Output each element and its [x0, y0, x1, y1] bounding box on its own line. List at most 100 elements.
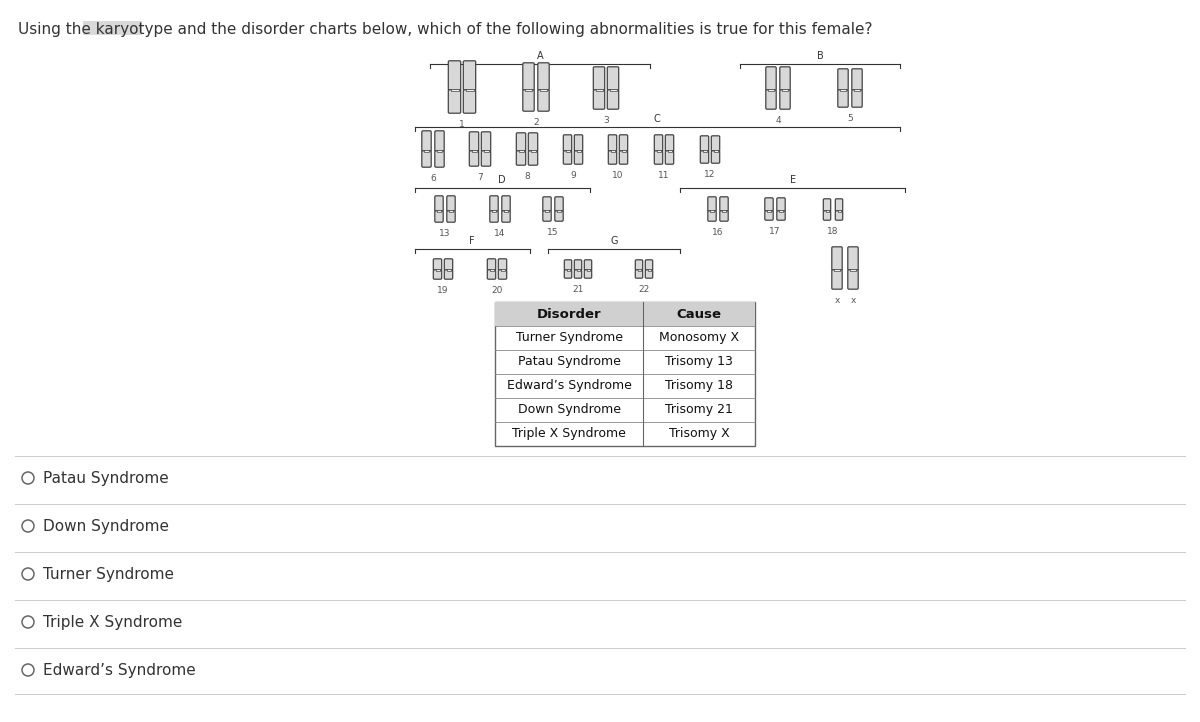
FancyBboxPatch shape: [847, 247, 858, 270]
FancyBboxPatch shape: [564, 270, 571, 278]
Bar: [768, 89, 774, 91]
Text: 3: 3: [604, 116, 608, 125]
Text: 16: 16: [713, 228, 724, 237]
Bar: [610, 89, 617, 91]
FancyBboxPatch shape: [607, 67, 619, 90]
FancyBboxPatch shape: [575, 151, 583, 164]
FancyBboxPatch shape: [542, 211, 551, 221]
FancyBboxPatch shape: [516, 151, 526, 165]
FancyBboxPatch shape: [852, 69, 862, 90]
Bar: [850, 269, 856, 271]
Bar: [782, 89, 788, 91]
Text: Down Syndrome: Down Syndrome: [43, 518, 169, 534]
Text: 17: 17: [769, 227, 781, 236]
Bar: [492, 210, 496, 212]
FancyBboxPatch shape: [564, 260, 571, 270]
FancyBboxPatch shape: [608, 151, 617, 164]
FancyBboxPatch shape: [481, 132, 491, 151]
Bar: [622, 150, 625, 152]
Bar: [504, 210, 508, 212]
Bar: [518, 150, 523, 152]
Text: 2: 2: [533, 118, 539, 127]
FancyBboxPatch shape: [516, 133, 526, 151]
FancyBboxPatch shape: [469, 132, 479, 151]
Bar: [826, 210, 828, 212]
Bar: [648, 269, 650, 271]
Text: 13: 13: [439, 229, 451, 238]
Text: 7: 7: [478, 173, 482, 182]
FancyBboxPatch shape: [776, 211, 785, 220]
FancyBboxPatch shape: [554, 197, 563, 212]
FancyBboxPatch shape: [646, 270, 653, 278]
Text: 20: 20: [491, 286, 503, 295]
Text: 4: 4: [775, 116, 781, 125]
FancyBboxPatch shape: [766, 67, 776, 90]
FancyBboxPatch shape: [490, 211, 498, 222]
Bar: [611, 150, 614, 152]
Bar: [437, 150, 442, 152]
Text: 9: 9: [570, 171, 576, 180]
Text: A: A: [536, 51, 544, 61]
Text: 8: 8: [524, 172, 530, 181]
FancyBboxPatch shape: [434, 211, 443, 222]
Bar: [437, 210, 442, 212]
Bar: [557, 210, 562, 212]
Text: 6: 6: [430, 174, 436, 183]
FancyBboxPatch shape: [563, 135, 571, 151]
FancyBboxPatch shape: [712, 151, 720, 163]
FancyBboxPatch shape: [523, 90, 534, 111]
Text: Monosomy X: Monosomy X: [659, 331, 739, 344]
Bar: [566, 269, 570, 271]
FancyBboxPatch shape: [422, 151, 431, 168]
Text: 10: 10: [612, 171, 624, 180]
FancyBboxPatch shape: [720, 197, 728, 212]
Bar: [637, 269, 641, 271]
FancyBboxPatch shape: [446, 196, 455, 212]
FancyBboxPatch shape: [434, 151, 444, 168]
Text: Triple X Syndrome: Triple X Syndrome: [512, 427, 626, 440]
FancyBboxPatch shape: [665, 151, 673, 164]
FancyBboxPatch shape: [528, 151, 538, 165]
Bar: [656, 150, 660, 152]
FancyBboxPatch shape: [780, 67, 790, 90]
FancyBboxPatch shape: [823, 199, 830, 212]
Bar: [834, 269, 840, 271]
Bar: [484, 150, 488, 152]
Text: Patau Syndrome: Patau Syndrome: [43, 471, 169, 485]
FancyBboxPatch shape: [838, 90, 848, 107]
FancyBboxPatch shape: [584, 270, 592, 278]
Text: Using the karyotype and the disorder charts below, which of the following abnorm: Using the karyotype and the disorder cha…: [18, 22, 872, 37]
Text: x: x: [851, 296, 856, 305]
Bar: [722, 210, 726, 212]
FancyBboxPatch shape: [481, 151, 491, 166]
FancyBboxPatch shape: [764, 211, 773, 220]
FancyBboxPatch shape: [433, 270, 442, 279]
FancyBboxPatch shape: [701, 136, 709, 151]
Text: 14: 14: [494, 229, 505, 238]
Bar: [702, 150, 707, 152]
Text: Triple X Syndrome: Triple X Syndrome: [43, 614, 182, 630]
FancyBboxPatch shape: [498, 270, 506, 279]
FancyBboxPatch shape: [434, 131, 444, 151]
Text: Edward’s Syndrome: Edward’s Syndrome: [506, 380, 631, 393]
Bar: [436, 269, 439, 271]
FancyBboxPatch shape: [619, 135, 628, 151]
FancyBboxPatch shape: [584, 260, 592, 270]
Text: 19: 19: [437, 286, 449, 295]
FancyBboxPatch shape: [847, 270, 858, 290]
FancyBboxPatch shape: [498, 258, 506, 270]
Bar: [530, 150, 535, 152]
Text: C: C: [654, 114, 660, 124]
FancyBboxPatch shape: [708, 197, 716, 212]
Text: Trisomy X: Trisomy X: [668, 427, 730, 440]
FancyBboxPatch shape: [449, 90, 461, 113]
FancyBboxPatch shape: [463, 61, 475, 90]
FancyBboxPatch shape: [720, 211, 728, 221]
Text: Edward’s Syndrome: Edward’s Syndrome: [43, 663, 196, 677]
Bar: [667, 150, 672, 152]
FancyBboxPatch shape: [838, 69, 848, 90]
Bar: [840, 89, 846, 91]
FancyBboxPatch shape: [832, 270, 842, 290]
FancyBboxPatch shape: [528, 133, 538, 151]
FancyBboxPatch shape: [523, 63, 534, 90]
